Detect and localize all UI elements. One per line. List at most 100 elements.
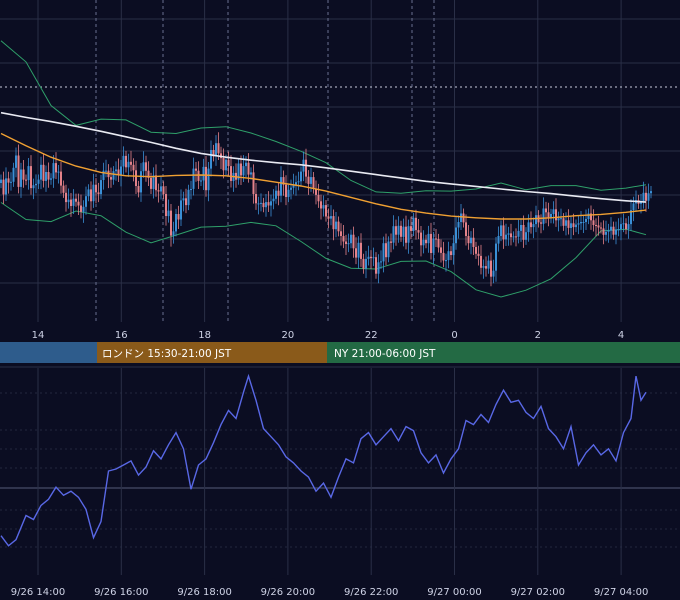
candle[interactable] [585,209,587,231]
candles[interactable] [0,132,652,287]
candle[interactable] [130,150,132,172]
candle[interactable] [332,209,335,241]
candle[interactable] [430,222,432,260]
candle[interactable] [127,153,130,177]
candle[interactable] [490,252,492,287]
candle[interactable] [492,259,495,284]
candle[interactable] [50,173,52,185]
candle[interactable] [422,230,425,254]
candle[interactable] [340,223,342,246]
candle[interactable] [60,162,62,194]
candle[interactable] [280,166,282,203]
candle[interactable] [410,216,412,239]
candle[interactable] [175,208,177,237]
candle[interactable] [397,216,400,243]
candle[interactable] [610,217,612,239]
candle[interactable] [625,218,627,235]
candle[interactable] [477,245,480,266]
candle[interactable] [540,214,542,234]
candle[interactable] [457,215,460,239]
candle[interactable] [82,200,85,223]
candle[interactable] [152,167,155,199]
candle[interactable] [350,229,352,249]
candle[interactable] [420,226,422,257]
candle[interactable] [40,156,42,190]
candle[interactable] [125,150,127,173]
candle[interactable] [400,220,402,242]
candle[interactable] [382,236,385,273]
candle[interactable] [42,153,45,188]
candle[interactable] [165,185,167,226]
candle[interactable] [577,215,580,235]
candle[interactable] [325,199,327,222]
candle[interactable] [90,181,92,211]
candle[interactable] [227,151,230,176]
candle[interactable] [330,205,332,226]
candle[interactable] [447,241,450,269]
candle[interactable] [495,237,497,282]
candle[interactable] [617,218,620,237]
candle[interactable] [300,166,302,187]
candle[interactable] [605,220,607,242]
candle[interactable] [95,178,97,204]
candle[interactable] [172,221,175,244]
candle[interactable] [267,191,270,213]
candle[interactable] [77,193,80,216]
candle[interactable] [517,219,520,244]
candle[interactable] [357,236,360,269]
candle[interactable] [72,189,75,214]
candle[interactable] [117,158,120,182]
candle[interactable] [402,218,405,247]
candle[interactable] [142,151,145,178]
candle[interactable] [570,216,572,239]
candle[interactable] [137,180,140,198]
candle[interactable] [515,228,517,247]
candle[interactable] [440,239,442,263]
candle[interactable] [442,241,445,268]
candle[interactable] [432,231,435,264]
candle[interactable] [452,235,455,265]
candle[interactable] [30,155,32,195]
candle[interactable] [472,228,475,256]
candle[interactable] [390,233,392,253]
candle[interactable] [250,167,252,180]
candle[interactable] [97,182,100,203]
oscillator[interactable] [0,373,647,547]
candle[interactable] [502,217,505,249]
candle[interactable] [362,253,365,274]
candle[interactable] [425,234,427,249]
candle[interactable] [387,236,390,263]
candle[interactable] [20,162,22,198]
candle[interactable] [590,205,592,230]
candle[interactable] [190,180,192,200]
candle[interactable] [580,210,582,230]
candle[interactable] [100,174,102,200]
candle[interactable] [437,233,440,253]
candle[interactable] [522,215,525,248]
candle[interactable] [17,144,20,194]
candle[interactable] [645,186,647,212]
candle[interactable] [370,250,372,270]
candle[interactable] [62,180,65,198]
candle[interactable] [317,183,320,208]
candle[interactable] [607,223,610,243]
candle[interactable] [182,191,185,212]
candle[interactable] [2,171,5,205]
candle[interactable] [185,188,187,214]
candle[interactable] [210,140,212,177]
candle[interactable] [377,254,380,284]
candle[interactable] [542,197,545,231]
candle[interactable] [380,250,382,269]
candle[interactable] [642,181,645,209]
candle[interactable] [470,231,472,255]
candle[interactable] [297,171,300,191]
candle[interactable] [287,184,290,203]
candle[interactable] [160,176,162,200]
candle[interactable] [135,160,137,195]
candle[interactable] [372,247,375,267]
candle[interactable] [532,217,535,239]
candle[interactable] [462,208,465,228]
candle[interactable] [597,215,600,236]
candle[interactable] [67,188,70,209]
